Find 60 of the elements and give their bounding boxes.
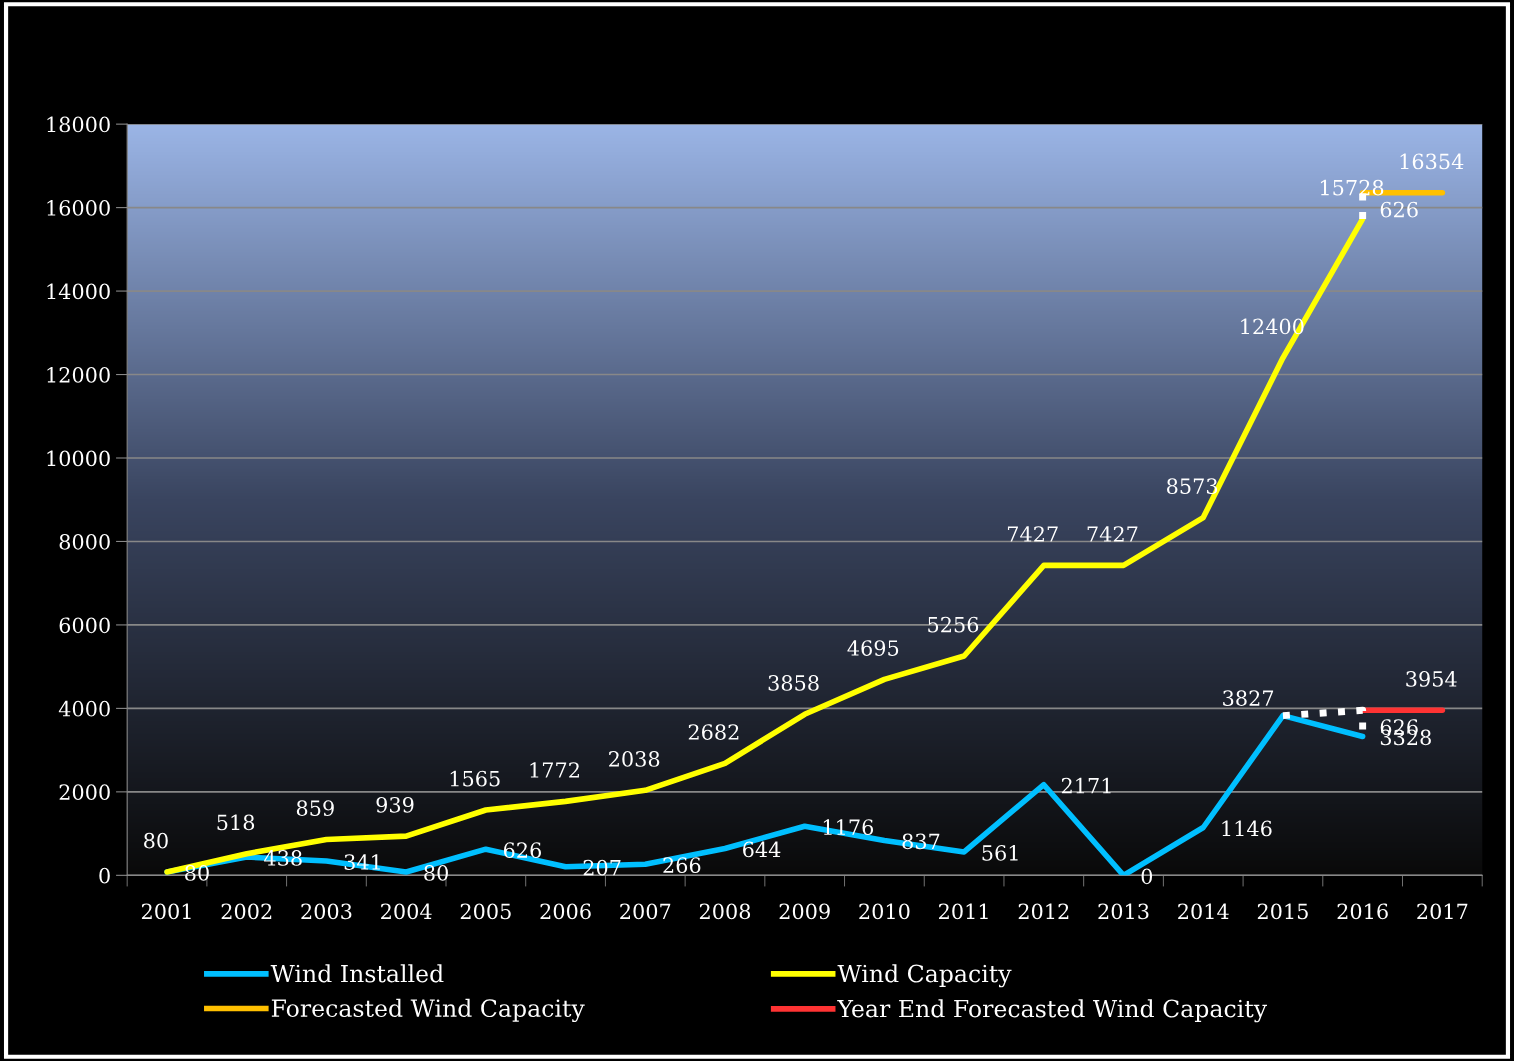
x-tick-label: 2016: [1337, 903, 1388, 920]
data-label: 644: [743, 841, 781, 858]
y-tick-label: 0: [99, 867, 110, 884]
data-label: 1565: [450, 770, 500, 787]
data-label: 2682: [688, 724, 739, 740]
y-tick-label: 12000: [47, 366, 110, 383]
x-tick-label: 2015: [1257, 903, 1308, 920]
y-tick-label: 10000: [47, 450, 110, 467]
x-tick-label: 2008: [699, 903, 751, 920]
y-tick-label: 18000: [47, 116, 110, 133]
legend-label: Wind Capacity: [837, 964, 1012, 988]
annotation: 626: [1380, 201, 1418, 218]
x-tick-label: 2001: [141, 903, 191, 920]
x-tick-label: 2009: [779, 903, 830, 920]
data-label: 16354: [1400, 153, 1464, 170]
data-label: 80: [185, 865, 209, 881]
x-tick-label: 2012: [1018, 903, 1069, 920]
y-tick-label: 4000: [58, 700, 110, 717]
data-label: 4695: [847, 640, 899, 656]
x-tick-label: 2017: [1417, 903, 1468, 920]
x-tick-label: 2004: [381, 903, 432, 920]
x-tick-label: 2005: [460, 903, 511, 920]
data-label: 7427: [1007, 526, 1058, 542]
data-label: 859: [296, 800, 334, 816]
data-label: 3827: [1223, 690, 1274, 707]
data-label: 2038: [609, 751, 660, 767]
x-tick-label: 2014: [1178, 903, 1229, 920]
data-label: 1772: [530, 762, 579, 778]
data-label: 2171: [1061, 777, 1111, 794]
data-label: 266: [663, 857, 701, 874]
data-label: 518: [217, 814, 255, 831]
x-tick-label: 2013: [1098, 903, 1149, 920]
data-label: 8573: [1167, 478, 1218, 495]
data-label: 561: [982, 844, 1018, 861]
y-tick-label: 8000: [59, 533, 110, 550]
legend-label: Wind Installed: [270, 964, 444, 983]
legend-label: Forecasted Wind Capacity: [271, 998, 585, 1023]
data-label: 1176: [823, 819, 874, 836]
data-label: 939: [376, 796, 414, 813]
data-label: 15728: [1320, 179, 1384, 196]
x-tick-label: 2011: [939, 903, 988, 920]
legend-label: Year End Forecasted Wind Capacity: [837, 999, 1267, 1023]
data-label: 626: [503, 842, 541, 859]
data-label: 0: [1141, 868, 1153, 885]
x-tick-label: 2006: [540, 903, 591, 920]
x-tick-label: 2010: [859, 903, 910, 920]
data-label: 1146: [1222, 820, 1272, 837]
data-label: 5256: [928, 616, 979, 633]
x-tick-label: 2007: [620, 903, 671, 920]
y-tick-label: 16000: [47, 200, 110, 216]
y-tick-label: 2000: [59, 784, 110, 801]
data-label: 3858: [768, 675, 819, 691]
data-label: 7427: [1087, 526, 1138, 542]
y-tick-label: 14000: [47, 283, 110, 300]
data-label: 3954: [1406, 671, 1457, 687]
y-tick-label: 6000: [59, 617, 110, 634]
data-label: 80: [144, 832, 168, 849]
data-label: 80: [424, 865, 448, 881]
x-tick-label: 2002: [221, 903, 272, 920]
x-tick-label: 2003: [301, 903, 352, 920]
